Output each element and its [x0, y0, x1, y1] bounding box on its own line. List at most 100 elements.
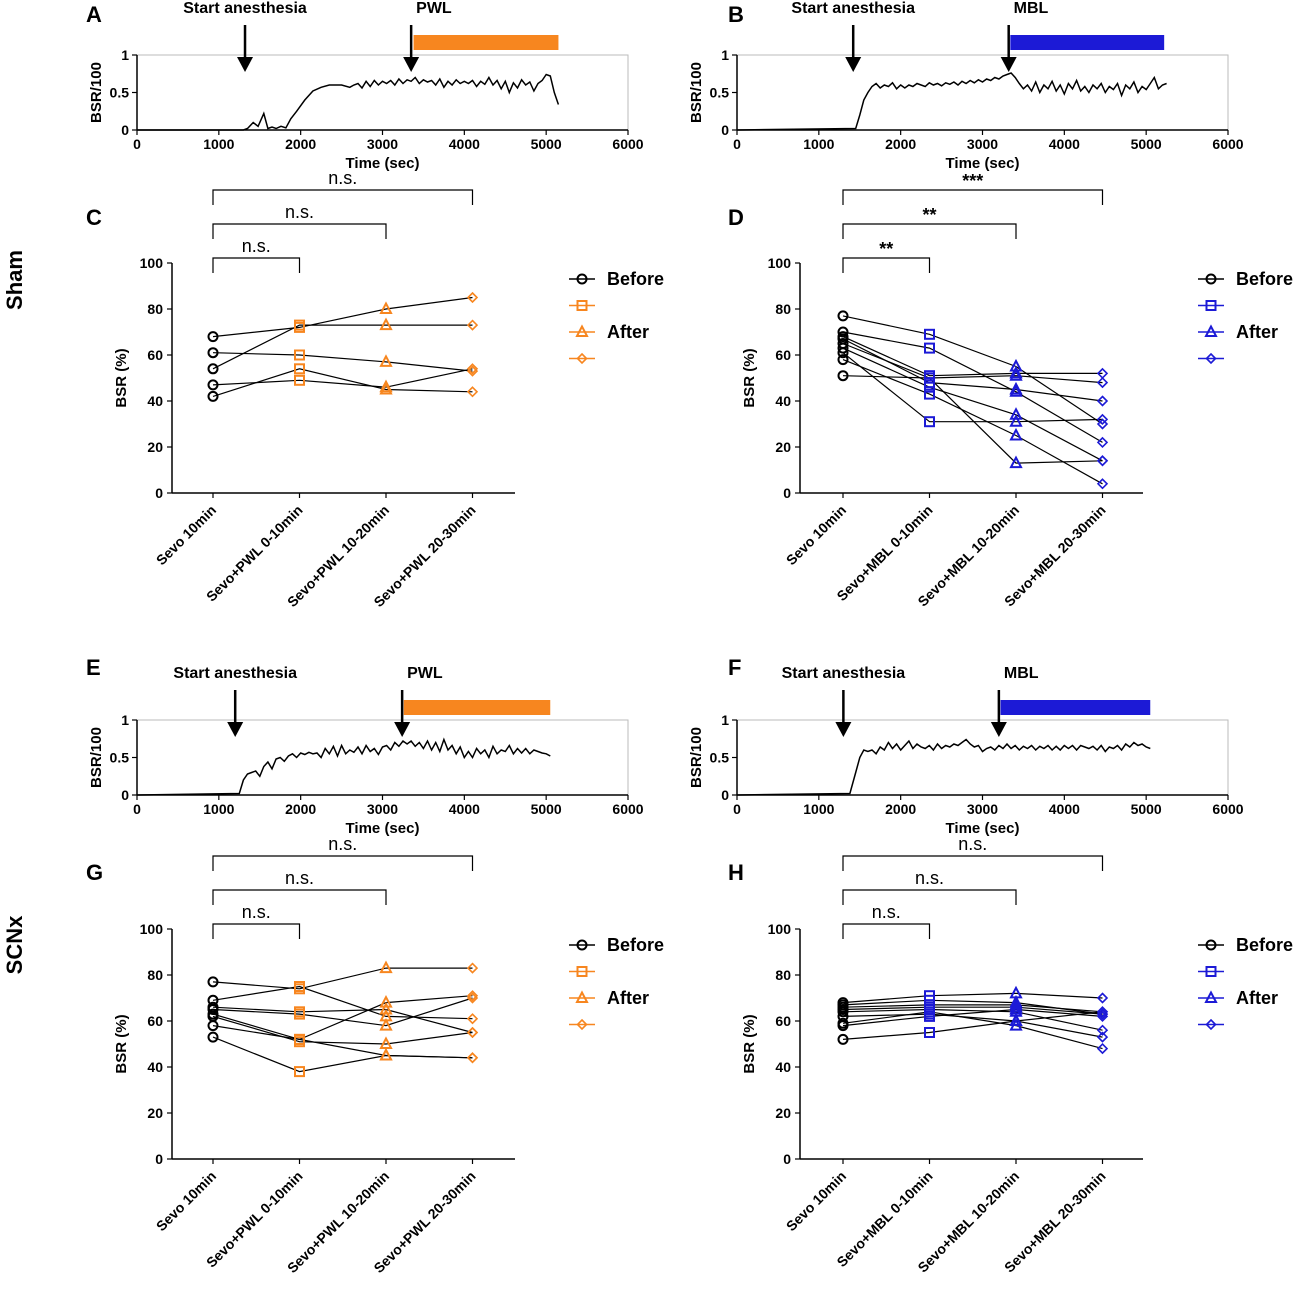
data-point-diamond	[466, 1052, 479, 1064]
data-point-square	[924, 342, 935, 354]
arrow-head	[835, 722, 852, 737]
data-point-square	[924, 1010, 935, 1022]
y-axis-title: BSR (%)	[741, 1014, 758, 1073]
x-tick-label: 4000	[449, 136, 480, 152]
arrow-label: Start anesthesia	[782, 665, 906, 682]
category-label: Sevo 10min	[783, 1168, 849, 1234]
data-point-diamond	[576, 1018, 588, 1031]
x-tick-label: 0	[733, 801, 741, 817]
data-point-square	[924, 388, 935, 400]
x-tick-label: 6000	[612, 136, 643, 152]
significance-bracket	[212, 223, 387, 239]
data-point-diamond	[1096, 478, 1109, 490]
data-point-square	[924, 416, 935, 428]
data-point-square	[294, 1033, 305, 1045]
y-tick-label: 0	[121, 122, 129, 138]
subject-line	[212, 1036, 473, 1073]
arrow-head	[394, 722, 411, 737]
x-tick-label: 1000	[803, 801, 834, 817]
x-tick-label: 2000	[885, 136, 916, 152]
bsr-trace	[137, 73, 560, 131]
data-point-diamond	[466, 291, 479, 304]
y-tick-label: 0	[721, 122, 729, 138]
y-tick-label: 60	[775, 1013, 791, 1029]
data-point-circle	[837, 326, 849, 338]
data-point-diamond	[1205, 352, 1217, 365]
data-point-diamond	[466, 990, 479, 1002]
data-point-triangle	[1009, 365, 1023, 379]
y-tick-label: 1	[121, 712, 129, 728]
data-point-square	[294, 374, 305, 386]
significance-label: **	[922, 205, 936, 225]
data-point-diamond	[1096, 436, 1109, 449]
data-point-triangle	[379, 1047, 393, 1061]
category-label: Sevo+PWL 0-10min	[203, 502, 306, 605]
y-tick-label: 0.5	[710, 85, 730, 101]
y-tick-label: 20	[147, 1105, 163, 1121]
data-point-square	[294, 319, 305, 331]
arrow-head	[990, 722, 1007, 737]
x-tick-label: 0	[733, 136, 741, 152]
y-axis-title: BSR (%)	[113, 348, 130, 407]
panel-letter-D: D	[728, 205, 744, 230]
data-point-triangle	[1009, 999, 1023, 1013]
y-tick-label: 40	[147, 393, 163, 409]
y-tick-label: 60	[147, 1013, 163, 1029]
bsr-trace	[736, 72, 1167, 131]
data-point-triangle	[1009, 384, 1023, 397]
arrow-label: MBL	[1014, 0, 1049, 17]
data-point-diamond	[466, 319, 479, 331]
data-point-diamond	[466, 386, 479, 398]
data-point-triangle	[1009, 997, 1023, 1010]
legend-label: Before	[1236, 269, 1293, 289]
subject-line	[212, 985, 473, 1020]
data-point-diamond	[466, 1013, 479, 1025]
plot-frame	[736, 54, 1229, 131]
x-tick-label: 5000	[531, 801, 562, 817]
legend-label: After	[607, 988, 649, 1008]
data-point-square	[924, 1027, 935, 1038]
bsr-trace	[736, 738, 1151, 796]
panel-B: B 0 1000 2000 3000 4000 5000 6000 0 0.5 1 Time (sec…	[688, 0, 1244, 172]
arrow-label: PWL	[407, 665, 443, 682]
panel-letter-G: G	[86, 860, 103, 885]
y-tick-label: 60	[147, 347, 163, 363]
data-point-circle	[1205, 273, 1217, 285]
legend-label: After	[607, 322, 649, 342]
y-tick-label: 100	[768, 255, 792, 271]
data-point-triangle	[379, 1036, 393, 1049]
arrow-head	[403, 57, 420, 72]
y-tick-label: 0	[721, 787, 729, 803]
data-point-triangle	[379, 381, 393, 395]
subject-line	[212, 352, 473, 372]
data-point-diamond	[1096, 395, 1109, 407]
data-point-circle	[837, 333, 849, 345]
subject-line	[212, 995, 473, 1041]
x-tick-label: 4000	[449, 801, 480, 817]
x-tick-label: 6000	[1212, 136, 1243, 152]
significance-bracket	[842, 223, 1017, 239]
subject-line	[212, 296, 473, 338]
data-point-diamond	[1096, 1024, 1109, 1036]
data-point-diamond	[1096, 413, 1109, 426]
subject-line	[842, 1006, 1103, 1015]
arrow-label: Start anesthesia	[183, 0, 307, 17]
panel-E: E 0 1000 2000 3000 4000 5000 6000 0 0.5 1 Time (sec…	[86, 655, 644, 837]
data-point-diamond	[1096, 1010, 1109, 1023]
panel-letter-A: A	[86, 2, 102, 27]
data-point-circle	[207, 390, 219, 402]
data-point-circle	[837, 310, 849, 322]
arrow-label: Start anesthesia	[173, 665, 297, 682]
data-point-circle	[207, 379, 219, 391]
subject-line	[842, 375, 1103, 464]
row-label-scnx: SCNx	[2, 915, 27, 974]
significance-label: n.s.	[915, 868, 944, 888]
panel-letter-F: F	[728, 655, 741, 680]
data-point-triangle	[1204, 324, 1218, 337]
panel-F: F 0 1000 2000 3000 4000 5000 6000 0 0.5 1 Time (sec…	[688, 655, 1244, 837]
significance-bracket	[842, 257, 931, 273]
y-tick-label: 20	[775, 1105, 791, 1121]
legend-label: After	[1236, 988, 1278, 1008]
x-tick-label: 2000	[285, 801, 316, 817]
